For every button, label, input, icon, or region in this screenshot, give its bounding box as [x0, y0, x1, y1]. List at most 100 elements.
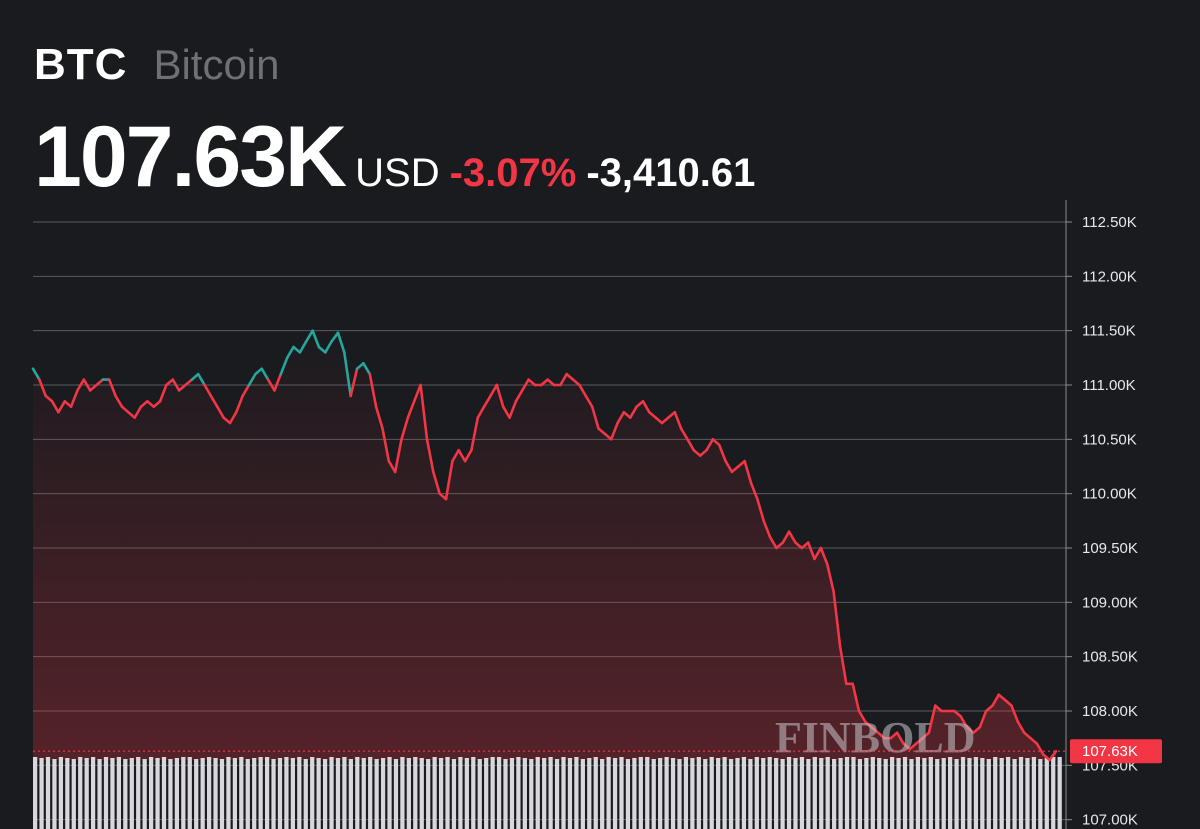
price-segment: [1042, 753, 1051, 762]
volume-bar: [960, 757, 966, 829]
price-segment: [146, 399, 155, 409]
price-segment: [209, 394, 219, 409]
volume-bar: [1025, 758, 1030, 829]
volume-bar: [509, 758, 515, 829]
volume-bar: [915, 757, 921, 829]
price-segment: [1035, 742, 1045, 756]
price-segment: [514, 389, 524, 403]
price-segment: [762, 519, 772, 539]
volume-bar: [400, 757, 405, 829]
volume-bar: [258, 757, 263, 829]
price-segment: [825, 562, 835, 593]
price-segment: [908, 742, 918, 751]
price-segment: [254, 367, 264, 376]
price-segment: [381, 427, 391, 463]
price-segment: [520, 378, 530, 392]
volume-bar: [967, 758, 972, 829]
volume-bar: [529, 759, 534, 829]
price-segment: [1016, 720, 1026, 735]
volume-bar: [973, 757, 979, 829]
volume-bar: [245, 759, 250, 829]
volume-bar: [722, 757, 727, 829]
volume-bar: [761, 758, 766, 829]
volume-bar: [168, 759, 173, 829]
price-segment: [654, 416, 664, 425]
price-segment: [38, 378, 48, 398]
price-header: 107.63K USD -3.07% -3,410.61: [34, 108, 755, 207]
volume-bar: [45, 757, 51, 829]
volume-bar: [355, 757, 360, 829]
volume-bar: [703, 759, 708, 829]
volume-bar: [844, 757, 850, 829]
volume-bar: [735, 758, 740, 829]
volume-bar: [496, 757, 502, 829]
price-segment: [69, 389, 79, 409]
volume-bar: [264, 757, 270, 829]
price-segment: [705, 437, 715, 452]
price-segment: [857, 709, 867, 724]
price-segment: [190, 372, 200, 381]
price-segment: [266, 378, 276, 392]
volume-bar: [838, 758, 843, 829]
volume-bar: [786, 757, 792, 829]
price-segment: [991, 693, 1001, 707]
price-segment: [819, 546, 829, 566]
price-segment: [667, 410, 677, 419]
volume-bar: [303, 759, 308, 829]
volume-bar: [116, 757, 122, 829]
price-segment: [165, 378, 175, 387]
volume-bar: [993, 757, 998, 829]
price-segment: [177, 383, 187, 392]
price-segment: [635, 399, 645, 409]
volume-bar: [387, 757, 392, 829]
price-segment: [781, 530, 791, 544]
price-segment: [501, 405, 511, 419]
volume-bar: [484, 758, 489, 829]
y-tick-label: 112.50K: [1082, 214, 1137, 231]
volume-bar: [1031, 757, 1037, 829]
volume-bar: [696, 757, 701, 829]
price-segment: [768, 535, 778, 550]
volume-bar: [58, 757, 64, 829]
price-segment: [107, 378, 117, 398]
volume-bar: [799, 757, 805, 829]
volume-bar: [329, 757, 334, 829]
price-segment: [641, 399, 651, 414]
volume-bar: [1057, 757, 1062, 829]
volume-bar: [574, 757, 579, 829]
volume-bar: [954, 759, 959, 829]
volume-bar: [767, 757, 772, 829]
volume-bar: [438, 758, 444, 829]
price-segment: [203, 383, 213, 398]
price-segment: [349, 367, 359, 398]
volume-bar: [567, 758, 573, 829]
volume-bar: [78, 757, 83, 829]
price-segment: [724, 459, 734, 474]
volume-bar: [71, 759, 76, 829]
price-segment: [285, 345, 295, 360]
volume-bar: [142, 759, 147, 829]
price-segment: [832, 590, 842, 648]
price-segment: [120, 405, 130, 414]
y-tick-label: 108.50K: [1082, 649, 1138, 666]
price-segment: [584, 394, 594, 409]
volume-bar: [432, 757, 437, 829]
volume-bar: [374, 759, 379, 829]
price-segment: [273, 372, 283, 392]
price-segment: [921, 731, 931, 740]
volume-bar: [593, 757, 598, 829]
price-segment: [152, 399, 162, 409]
price-segment: [470, 416, 480, 452]
price-segment: [559, 372, 569, 387]
price-segment: [603, 432, 613, 441]
volume-bar: [748, 759, 753, 829]
volume-bar: [155, 758, 160, 829]
price-segment: [571, 378, 581, 387]
volume-bar: [774, 758, 779, 829]
price-segment: [597, 427, 607, 436]
volume-bar: [554, 759, 560, 829]
volume-bar: [1006, 757, 1011, 829]
y-tick-label: 108.00K: [1082, 703, 1138, 720]
price-segment: [235, 394, 244, 414]
